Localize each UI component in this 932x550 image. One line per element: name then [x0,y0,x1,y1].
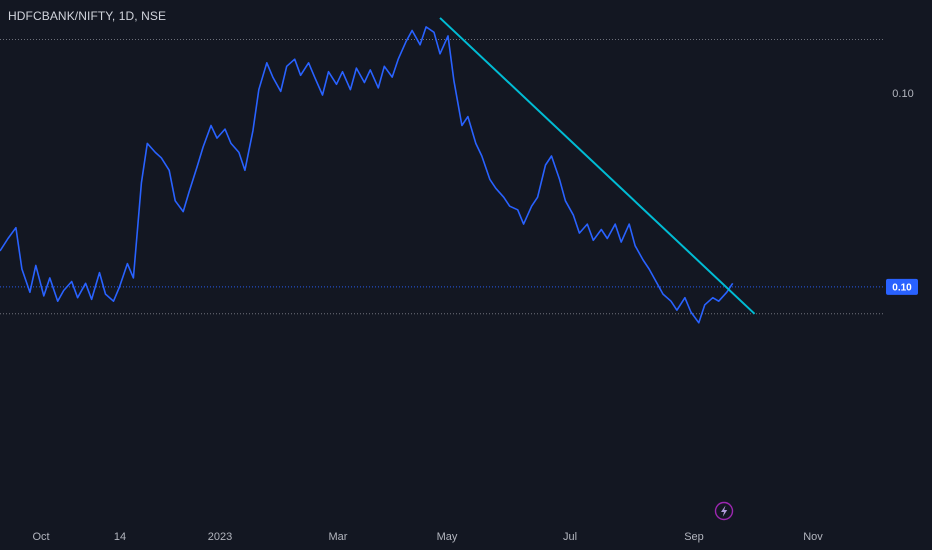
lightning-badge-ring [714,501,734,521]
lightning-icon[interactable] [714,501,734,521]
symbol-title: HDFCBANK/NIFTY, 1D, NSE [8,9,167,23]
last-price-label: 0.10 [892,282,912,293]
time-tick-label: May [437,531,458,543]
time-tick-label: Nov [803,531,823,543]
time-tick-label: 14 [114,531,126,543]
price-axis: 0.10 0.10 [886,88,918,295]
lightning-glyph [721,505,728,517]
price-series-line[interactable] [0,26,734,324]
time-tick-label: Oct [32,531,49,543]
time-axis: Oct 14 2023 Mar May Jul Sep Nov [32,531,823,543]
time-tick-label: Jul [563,531,577,543]
series-layer [0,26,734,324]
trendline[interactable] [439,17,756,315]
time-tick-label: 2023 [208,531,232,543]
price-tick-label: 0.10 [892,88,913,100]
horizontal-lines [0,38,884,315]
trendline-layer [439,17,756,315]
time-tick-label: Sep [684,531,704,543]
time-tick-label: Mar [329,531,348,543]
last-price-tag [886,278,918,295]
